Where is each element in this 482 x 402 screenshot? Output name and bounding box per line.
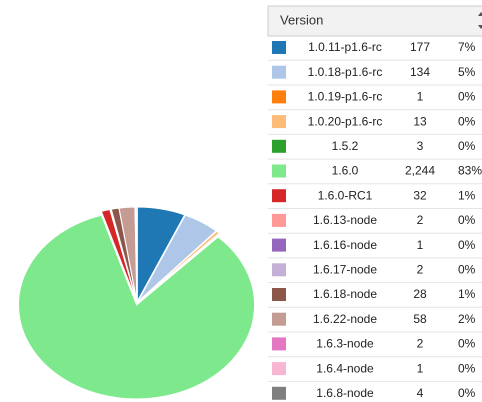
count-label: 2 (417, 213, 424, 227)
percent-label: 1% (458, 287, 476, 301)
version-label: 1.0.11-p1.6-rc (308, 40, 382, 54)
pie-slice (138, 232, 221, 302)
version-label: 1.6.17-node (313, 262, 377, 276)
count-label: 2,244 (405, 164, 435, 178)
count-label: 2 (417, 337, 424, 351)
version-label: 1.6.18-node (313, 287, 377, 301)
count-label: 1 (417, 361, 424, 375)
count-label: 4 (417, 386, 424, 400)
version-label: 1.6.8-node (316, 386, 374, 400)
pie-slice (18, 214, 256, 400)
count-label: 1 (417, 238, 424, 252)
percent-label: 0% (458, 386, 476, 400)
percent-label: 0% (458, 114, 476, 128)
version-label: 1.6.0-RC1 (318, 188, 373, 202)
pie-slice (135, 206, 138, 302)
legend-swatch (272, 337, 286, 351)
version-label: 1.0.20-p1.6-rc (308, 114, 383, 128)
percent-label: 2% (458, 312, 476, 326)
version-label: 1.6.0 (332, 164, 359, 178)
legend-swatch (272, 41, 286, 54)
version-label: 1.6.16-node (313, 238, 377, 252)
legend-swatch (272, 115, 286, 129)
column-header[interactable]: Version (280, 12, 323, 27)
count-label: 134 (410, 65, 430, 79)
percent-label: 0% (458, 262, 476, 276)
count-label: 1 (417, 90, 424, 104)
version-label: 1.6.3-node (316, 337, 374, 351)
legend-swatch (272, 65, 286, 79)
percent-label: 0% (458, 90, 476, 104)
legend-swatch (272, 362, 286, 376)
legend-swatch (272, 213, 286, 227)
legend-swatch (272, 90, 286, 104)
legend-swatch (272, 288, 286, 301)
legend-swatch (272, 386, 286, 400)
percent-label: 0% (458, 238, 476, 252)
count-label: 177 (410, 40, 430, 54)
legend-swatch (272, 312, 286, 326)
count-label: 28 (413, 287, 427, 301)
version-label: 1.6.22-node (313, 312, 377, 326)
percent-label: 0% (458, 139, 476, 153)
percent-label: 0% (458, 213, 476, 227)
count-label: 58 (413, 312, 427, 326)
legend-swatch (272, 139, 286, 153)
count-label: 3 (417, 139, 424, 153)
percent-label: 5% (458, 65, 476, 79)
legend-swatch (272, 263, 286, 277)
legend-swatch (272, 238, 286, 252)
count-label: 13 (413, 114, 427, 128)
count-label: 2 (417, 262, 424, 276)
table-header[interactable] (267, 5, 482, 37)
legend-swatch (272, 164, 286, 178)
percent-label: 7% (458, 40, 476, 54)
version-label: 1.6.13-node (313, 213, 377, 227)
percent-label: 0% (458, 337, 476, 351)
legend-swatch (272, 189, 286, 203)
percent-label: 83% (458, 164, 482, 178)
percent-label: 1% (458, 188, 476, 202)
version-label: 1.0.18-p1.6-rc (308, 65, 383, 79)
percent-label: 0% (458, 361, 476, 375)
count-label: 32 (413, 188, 427, 202)
version-label: 1.6.4-node (316, 361, 374, 375)
version-label: 1.5.2 (332, 139, 359, 153)
version-label: 1.0.19-p1.6-rc (308, 90, 383, 104)
